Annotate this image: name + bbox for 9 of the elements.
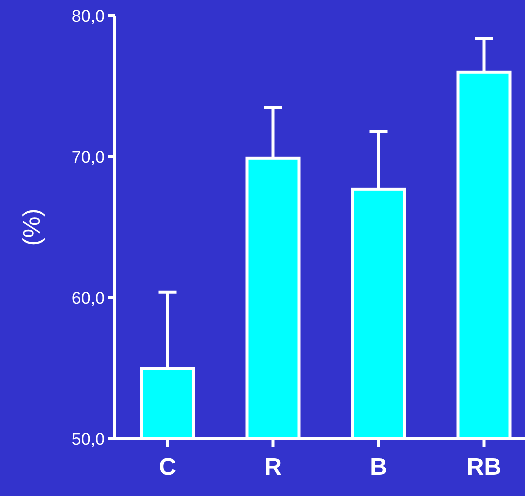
x-tick-label: R [264,454,282,481]
x-tick-label: B [370,454,388,481]
x-tick-label: RB [466,454,502,481]
y-axis-title: (%) [19,208,46,246]
y-tick-label: 70,0 [72,148,105,167]
x-tick-label: C [159,454,176,481]
y-tick-label: 50,0 [72,430,105,449]
y-tick-label: 60,0 [72,288,105,308]
y-tick-label: 80,0 [72,6,105,26]
